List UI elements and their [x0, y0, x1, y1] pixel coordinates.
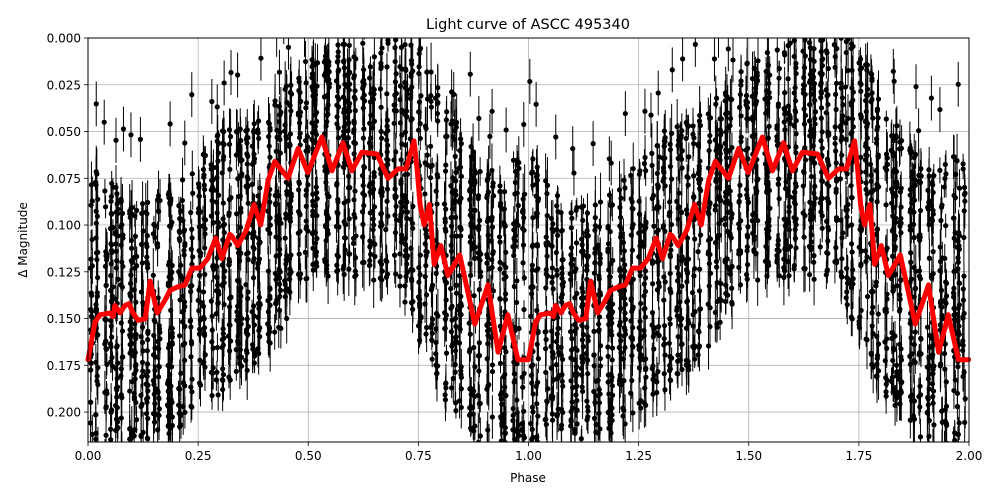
x-tick-label: 2.00 — [956, 449, 983, 463]
x-tick-label: 1.00 — [515, 449, 542, 463]
y-tick-label: 0.100 — [47, 219, 81, 233]
chart-title: Light curve of ASCC 495340 — [426, 17, 630, 33]
y-axis-label: Δ Magnitude — [16, 202, 30, 278]
x-tick-label: 0.25 — [185, 449, 212, 463]
x-tick-label: 1.25 — [625, 449, 652, 463]
x-tick-label: 1.75 — [846, 449, 873, 463]
x-tick-label: 0.50 — [295, 449, 322, 463]
y-tick-label: 0.000 — [47, 32, 81, 46]
y-tick-label: 0.025 — [47, 78, 81, 92]
y-tick-label: 0.200 — [47, 406, 81, 420]
x-tick-label: 0.00 — [75, 449, 102, 463]
y-tick-label: 0.125 — [47, 265, 81, 279]
y-tick-label: 0.075 — [47, 172, 81, 186]
y-tick-label: 0.150 — [47, 312, 81, 326]
x-tick-label: 1.50 — [735, 449, 762, 463]
x-tick-label: 0.75 — [405, 449, 432, 463]
x-axis-label: Phase — [510, 471, 546, 485]
y-tick-label: 0.050 — [47, 125, 81, 139]
y-tick-label: 0.175 — [47, 359, 81, 373]
